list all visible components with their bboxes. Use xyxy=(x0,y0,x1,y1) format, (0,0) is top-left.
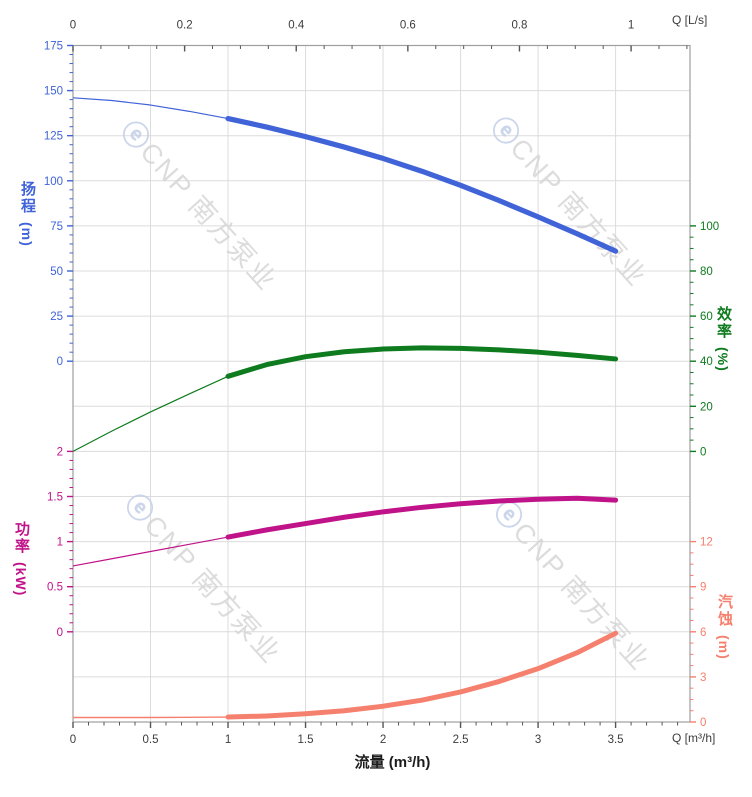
head-tick-label: 150 xyxy=(44,86,63,98)
head-tick-label: 75 xyxy=(50,221,63,233)
efficiency-tick-label: 0 xyxy=(700,446,706,458)
series-npsh-curve xyxy=(73,630,619,720)
gridlines xyxy=(73,45,690,722)
series-head-curve xyxy=(72,97,619,254)
bottom-axis-unit-label: Q [m³/h] xyxy=(672,731,716,745)
power-tick-label: 1 xyxy=(57,537,63,549)
bottom-axis-tick-label: 3.5 xyxy=(608,734,624,746)
top-axis-tick-label: 0.2 xyxy=(177,20,193,32)
efficiency-curve-thick xyxy=(225,345,619,379)
head-axis-unit: (m) xyxy=(19,222,35,247)
cnp-watermark: ⓔCNP 南方泵业 xyxy=(488,495,656,677)
cnp-watermark-text: CNP 南方泵业 xyxy=(134,137,282,297)
head-tick-label: 50 xyxy=(50,266,63,278)
head-tick-label: 125 xyxy=(44,131,63,143)
head-axis-title-text: 扬程 xyxy=(19,181,36,215)
efficiency-curve-thin xyxy=(72,375,229,452)
bottom-axis-tick-label: 0 xyxy=(70,734,76,746)
efficiency-tick-label: 20 xyxy=(700,401,713,413)
head-tick-label: 175 xyxy=(44,41,63,53)
top-axis: 0 0.2 0.4 0.6 0.8 1 xyxy=(70,20,688,52)
power-axis: 0 0.5 1 1.5 2 xyxy=(47,446,73,639)
efficiency-axis-unit: (%) xyxy=(715,347,731,372)
bottom-axis-tick-label: 3 xyxy=(535,734,541,746)
npsh-tick-label: 3 xyxy=(700,672,706,684)
npsh-axis: 0 3 6 9 12 xyxy=(690,537,713,729)
efficiency-axis-title: 效率 (%) xyxy=(715,306,732,372)
top-axis-unit-label: Q [L/s] xyxy=(672,13,708,27)
top-axis-tick-label: 0.6 xyxy=(400,20,416,32)
efficiency-tick-label: 40 xyxy=(700,356,713,368)
cnp-watermark: ⓔCNP 南方泵业 xyxy=(485,111,653,293)
top-axis-tick-label: 0.8 xyxy=(511,20,527,32)
efficiency-tick-label: 60 xyxy=(700,311,713,323)
efficiency-tick-label: 100 xyxy=(700,221,719,233)
npsh-tick-label: 0 xyxy=(700,717,706,729)
npsh-tick-label: 6 xyxy=(700,627,706,639)
bottom-axis-tick-label: 0.5 xyxy=(143,734,159,746)
npsh-axis-unit: (m) xyxy=(716,635,732,660)
head-tick-label: 0 xyxy=(57,356,63,368)
power-axis-unit: (kW) xyxy=(13,562,29,597)
npsh-axis-title-text: 汽蚀 xyxy=(716,594,733,628)
bottom-axis: 0 0.5 1 1.5 2 2.5 3 3.5 xyxy=(70,722,679,746)
top-axis-tick-label: 1 xyxy=(628,20,634,32)
series-power-curve xyxy=(72,495,619,567)
head-axis-title: 扬程 (m) xyxy=(19,181,36,247)
power-axis-title-text: 功率 xyxy=(13,521,30,555)
npsh-tick-label: 9 xyxy=(700,582,706,594)
bottom-axis-tick-label: 2 xyxy=(380,734,386,746)
cnp-watermark-text: CNP 南方泵业 xyxy=(138,510,286,670)
head-tick-label: 25 xyxy=(50,311,63,323)
head-tick-label: 100 xyxy=(44,176,63,188)
x-axis-title: 流量 (m³/h) xyxy=(354,754,431,771)
npsh-tick-label: 12 xyxy=(700,537,713,549)
bottom-axis-tick-label: 2.5 xyxy=(453,734,469,746)
efficiency-axis-title-text: 效率 xyxy=(715,306,732,340)
power-tick-label: 0 xyxy=(57,627,63,639)
head-axis: 0 25 50 75 100 125 150 175 xyxy=(44,41,73,368)
watermarks: ⓔCNP 南方泵业 ⓔCNP 南方泵业 ⓔCNP 南方泵业 ⓔCNP 南方泵业 xyxy=(115,111,656,677)
power-axis-title: 功率 (kW) xyxy=(13,521,30,597)
top-axis-tick-label: 0 xyxy=(70,20,76,32)
bottom-axis-tick-label: 1 xyxy=(225,734,231,746)
top-axis-tick-label: 0.4 xyxy=(288,20,305,32)
power-tick-label: 1.5 xyxy=(47,492,63,504)
cnp-watermark: ⓔCNP 南方泵业 xyxy=(115,115,283,297)
power-curve-thin xyxy=(72,536,229,567)
efficiency-axis: 0 20 40 60 80 100 xyxy=(690,221,719,458)
series-efficiency-curve xyxy=(72,345,619,452)
power-tick-label: 2 xyxy=(57,446,63,458)
head-curve-thin xyxy=(72,97,229,120)
head-curve-thick xyxy=(225,115,619,254)
bottom-axis-tick-label: 1.5 xyxy=(298,734,314,746)
cnp-watermark: ⓔCNP 南方泵业 xyxy=(119,488,287,670)
power-tick-label: 0.5 xyxy=(47,582,63,594)
npsh-axis-title: 汽蚀 (m) xyxy=(716,594,733,660)
efficiency-tick-label: 80 xyxy=(700,266,713,278)
power-curve-thick xyxy=(225,495,619,540)
npsh-curve-thick xyxy=(225,630,619,720)
